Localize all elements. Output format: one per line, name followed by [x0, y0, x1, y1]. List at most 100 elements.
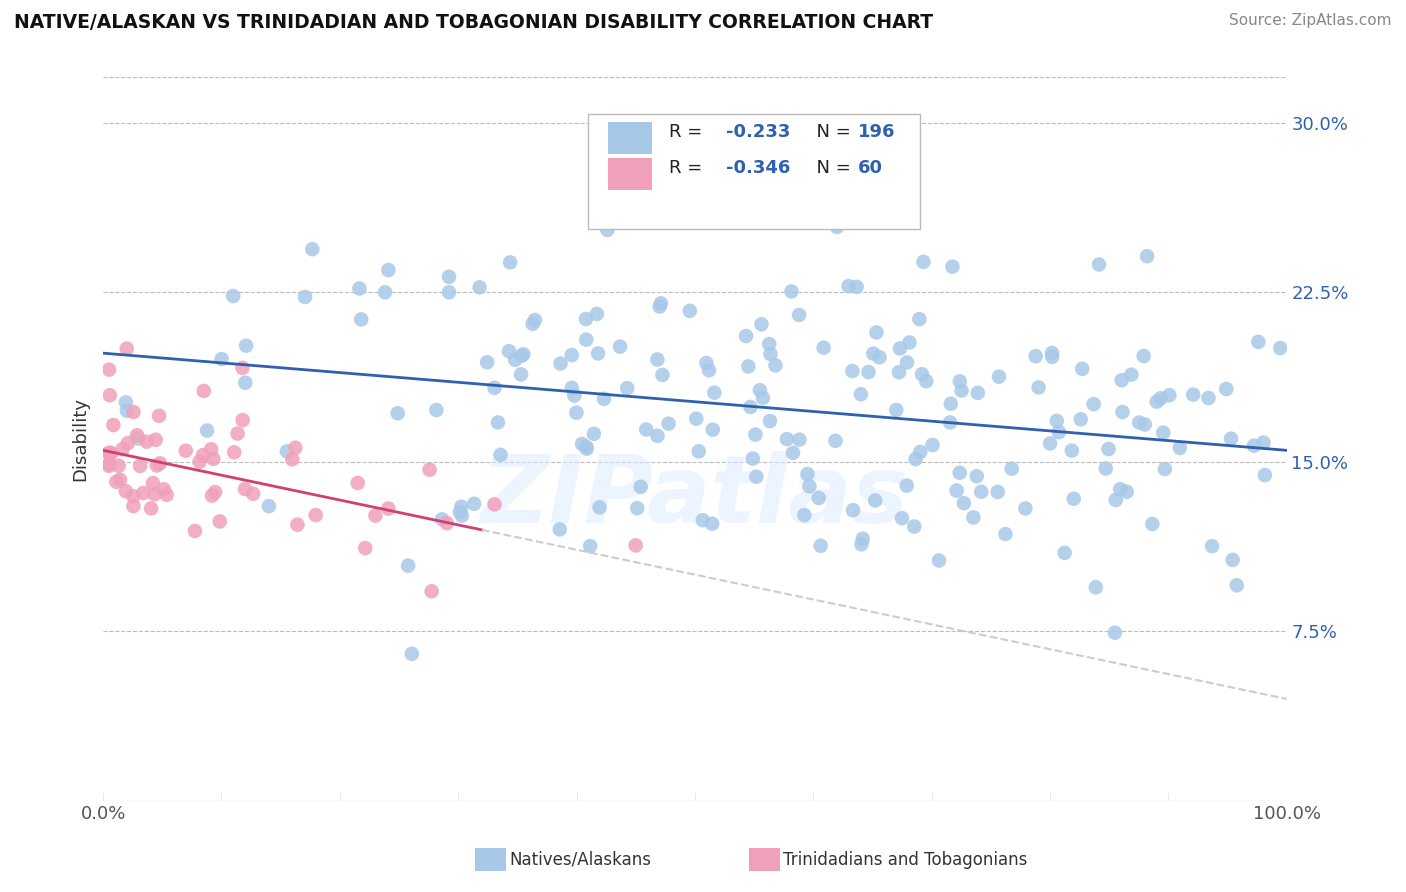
Point: [697, 363, 720, 377]
Point: [891, 511, 914, 525]
Point: [503, 352, 526, 367]
Point: [966, 469, 988, 483]
Point: [115, 403, 138, 417]
Point: [195, 424, 218, 438]
Point: [962, 510, 984, 524]
Point: [204, 485, 226, 500]
Point: [1083, 397, 1105, 411]
FancyBboxPatch shape: [609, 122, 652, 154]
Point: [911, 368, 934, 382]
Point: [387, 406, 409, 420]
Point: [765, 359, 787, 373]
Text: R =: R =: [669, 123, 707, 141]
Point: [135, 434, 157, 449]
Point: [211, 352, 233, 367]
Point: [233, 482, 256, 496]
Point: [143, 487, 166, 501]
Point: [122, 405, 145, 419]
Point: [1046, 414, 1069, 428]
Point: [692, 513, 714, 527]
Point: [1097, 442, 1119, 456]
Point: [1149, 392, 1171, 406]
Point: [1146, 394, 1168, 409]
Point: [1159, 388, 1181, 402]
Point: [1071, 361, 1094, 376]
Point: [98, 362, 121, 376]
Point: [1084, 580, 1107, 594]
Point: [898, 335, 921, 350]
Point: [396, 558, 419, 573]
Point: [523, 313, 546, 327]
Point: [565, 406, 588, 420]
Point: [782, 446, 804, 460]
Point: [105, 475, 128, 489]
Point: [235, 339, 257, 353]
Point: [912, 255, 935, 269]
Point: [650, 296, 672, 310]
Point: [100, 446, 122, 460]
Point: [156, 488, 179, 502]
Point: [1243, 439, 1265, 453]
Point: [741, 451, 763, 466]
Point: [825, 219, 848, 234]
Point: [939, 416, 962, 430]
Point: [824, 434, 846, 448]
Point: [651, 368, 673, 382]
Point: [841, 364, 863, 378]
Point: [744, 427, 766, 442]
Point: [294, 290, 316, 304]
Point: [149, 456, 172, 470]
Point: [287, 517, 309, 532]
Point: [915, 374, 938, 388]
Point: [1060, 443, 1083, 458]
Point: [1270, 341, 1292, 355]
Point: [107, 458, 129, 473]
Point: [994, 527, 1017, 541]
Point: [1182, 387, 1205, 401]
Point: [1111, 373, 1133, 387]
Point: [148, 409, 170, 423]
Point: [626, 501, 648, 516]
Point: [862, 346, 884, 360]
Point: [489, 448, 512, 462]
Point: [593, 392, 616, 406]
Point: [941, 260, 963, 274]
Point: [1133, 417, 1156, 432]
Point: [1132, 349, 1154, 363]
Point: [748, 383, 770, 397]
Point: [1121, 368, 1143, 382]
Point: [1254, 468, 1277, 483]
Point: [354, 541, 377, 555]
Point: [849, 387, 872, 401]
Point: [377, 263, 399, 277]
Point: [451, 508, 474, 523]
Point: [233, 376, 256, 390]
Point: [609, 340, 631, 354]
Point: [115, 342, 138, 356]
Point: [695, 356, 717, 370]
Point: [896, 355, 918, 369]
Point: [512, 347, 534, 361]
Point: [1226, 578, 1249, 592]
Point: [759, 347, 782, 361]
Point: [1152, 425, 1174, 440]
Point: [596, 223, 619, 237]
Point: [624, 538, 647, 552]
Point: [115, 395, 138, 409]
Point: [949, 375, 972, 389]
Point: [522, 317, 544, 331]
Point: [970, 484, 993, 499]
Point: [787, 308, 810, 322]
Point: [184, 524, 207, 538]
Point: [1028, 380, 1050, 394]
Point: [257, 499, 280, 513]
Point: [98, 388, 121, 402]
Point: [226, 426, 249, 441]
Point: [1198, 391, 1220, 405]
Point: [1039, 436, 1062, 450]
Point: [142, 476, 165, 491]
Point: [1111, 405, 1133, 419]
Point: [939, 397, 962, 411]
Point: [132, 486, 155, 500]
Point: [949, 466, 972, 480]
